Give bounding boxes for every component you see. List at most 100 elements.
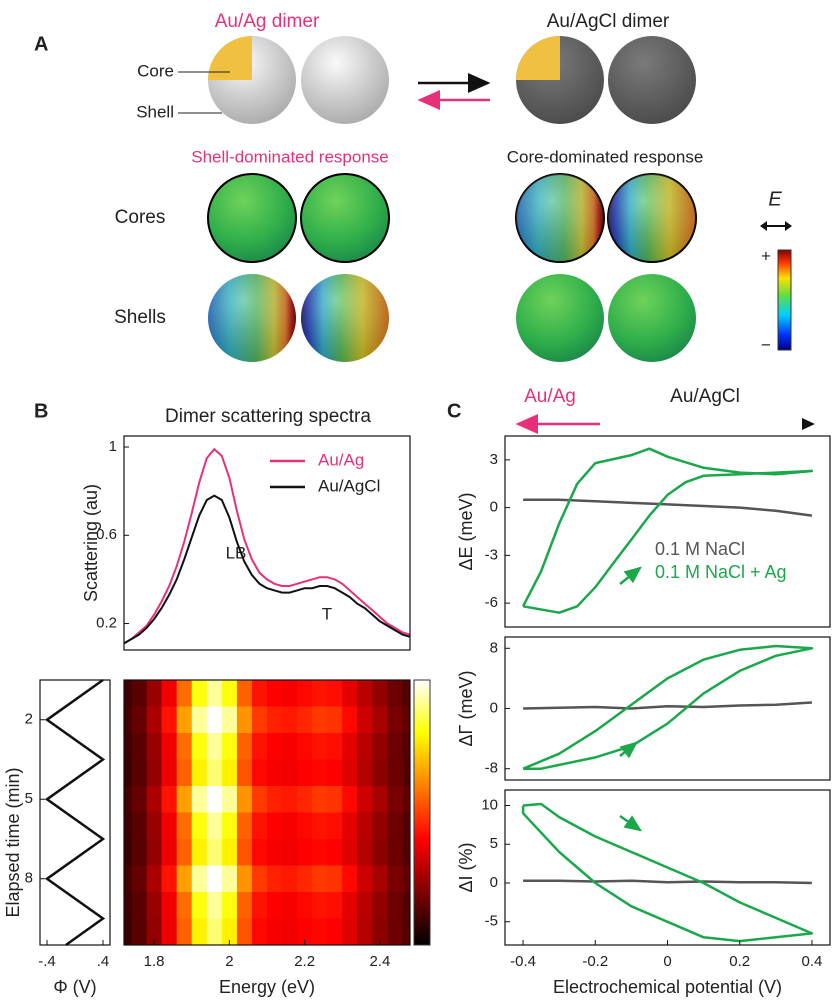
heatmap-cell [162,813,178,840]
heatmap-cell [357,866,373,893]
heatmap-cell [372,733,388,760]
heatmap-cell [207,760,223,787]
heatmap-cell [372,839,388,866]
colorbar-plus: + [761,246,771,265]
heatmap-cell [192,813,208,840]
response-line [523,703,812,709]
heatmap-cell [192,707,208,734]
heatmap-cell [327,707,343,734]
x-tick-label: 2 [225,953,233,970]
field-spheres [208,174,696,362]
heatmap-cell [147,707,163,734]
heatmap-cell [192,733,208,760]
y-axis-label: Elapsed time (min) [3,767,23,917]
heatmap-cell [147,786,163,813]
heatmap-cell [252,760,268,787]
heatmap-cell [132,786,148,813]
legend-label: Au/AgCl [318,476,380,495]
heatmap-cell [357,760,373,787]
y-tick-label: 2 [25,711,33,728]
heatmap-cell [192,680,208,707]
field-colorbar [778,250,791,350]
heatmap-cell [192,866,208,893]
heatmap-cell [342,680,358,707]
field-arrow [760,221,792,231]
row-label: Cores [115,207,166,228]
heatmap-cell [207,813,223,840]
x-tick-label: 2.4 [369,953,390,970]
heatmap-cell [372,680,388,707]
heatmap-cell [162,919,178,946]
heatmap-cell [267,813,283,840]
heatmap-cell [312,680,328,707]
x-tick-label: 0.2 [729,953,750,970]
heatmap-cell [282,839,298,866]
heatmap-cell [207,866,223,893]
y-tick-label: 5 [25,790,33,807]
heatmap-cell [387,813,403,840]
heatmap-cell [327,786,343,813]
heatmap-cell [237,733,253,760]
heatmap-cell [162,680,178,707]
heatmap-cell [177,892,193,919]
row-label: Shells [114,307,166,328]
legend-label: Au/Ag [318,450,364,469]
y-tick-label: 0 [490,699,498,716]
page: A Au/Ag dimer Au/AgCl dimer Core Shell S… [0,0,835,1000]
heatmap-cell [252,733,268,760]
heatmap-cell [297,786,313,813]
x-axis-label: Φ (V) [53,977,96,997]
heatmap-cell [297,760,313,787]
heatmap-cell [312,866,328,893]
heatmap-cell [312,786,328,813]
heatmap-cell [387,760,403,787]
left-title: Au/Ag dimer [215,11,320,32]
potential-line [47,680,103,945]
heatmap-cell [252,839,268,866]
heatmap-cells [116,680,418,946]
arrow-label: Au/Ag [524,386,576,407]
heatmap-cell [192,839,208,866]
heatmap-cell [147,892,163,919]
heatmap-cell [297,707,313,734]
heatmap-cell [372,892,388,919]
heatmap-cell [162,786,178,813]
heatmap-cell [327,866,343,893]
heatmap-cell [267,680,283,707]
heatmap-cell [267,919,283,946]
heatmap-cell [192,760,208,787]
right-title: Au/AgCl dimer [547,11,670,32]
heatmap-cell [357,786,373,813]
heatmap-cell [132,839,148,866]
heatmap-cell [387,866,403,893]
legend-label: 0.1 M NaCl + Ag [655,562,787,582]
colorbar-minus: − [761,335,771,354]
x-tick-label: 0 [663,953,671,970]
heatmap-cell [357,892,373,919]
heatmap-cell [237,813,253,840]
x-tick-label: .4 [97,953,110,970]
y-tick-label: -3 [485,546,498,563]
x-tick-label: 0.4 [802,953,823,970]
heatmap-cell [207,680,223,707]
heatmap-cell [192,892,208,919]
heatmap-cell [282,733,298,760]
y-axis-label: Scattering (au) [81,484,101,602]
heatmap-cell [132,813,148,840]
heatmap-cell [222,839,238,866]
heatmap-cell [357,919,373,946]
heatmap-cell [387,786,403,813]
heatmap-cell [147,733,163,760]
heatmap-cell [207,707,223,734]
panel-label: B [34,400,48,422]
heatmap-cell [297,866,313,893]
heatmap-cell [207,733,223,760]
heatmap-cell [357,839,373,866]
heatmap-cell [207,786,223,813]
heatmap-cell [237,892,253,919]
response-line [523,449,812,613]
heatmap-cell [222,707,238,734]
heatmap-cell [147,813,163,840]
shell-label: Shell [136,102,174,121]
y-tick-label: -5 [485,913,498,930]
